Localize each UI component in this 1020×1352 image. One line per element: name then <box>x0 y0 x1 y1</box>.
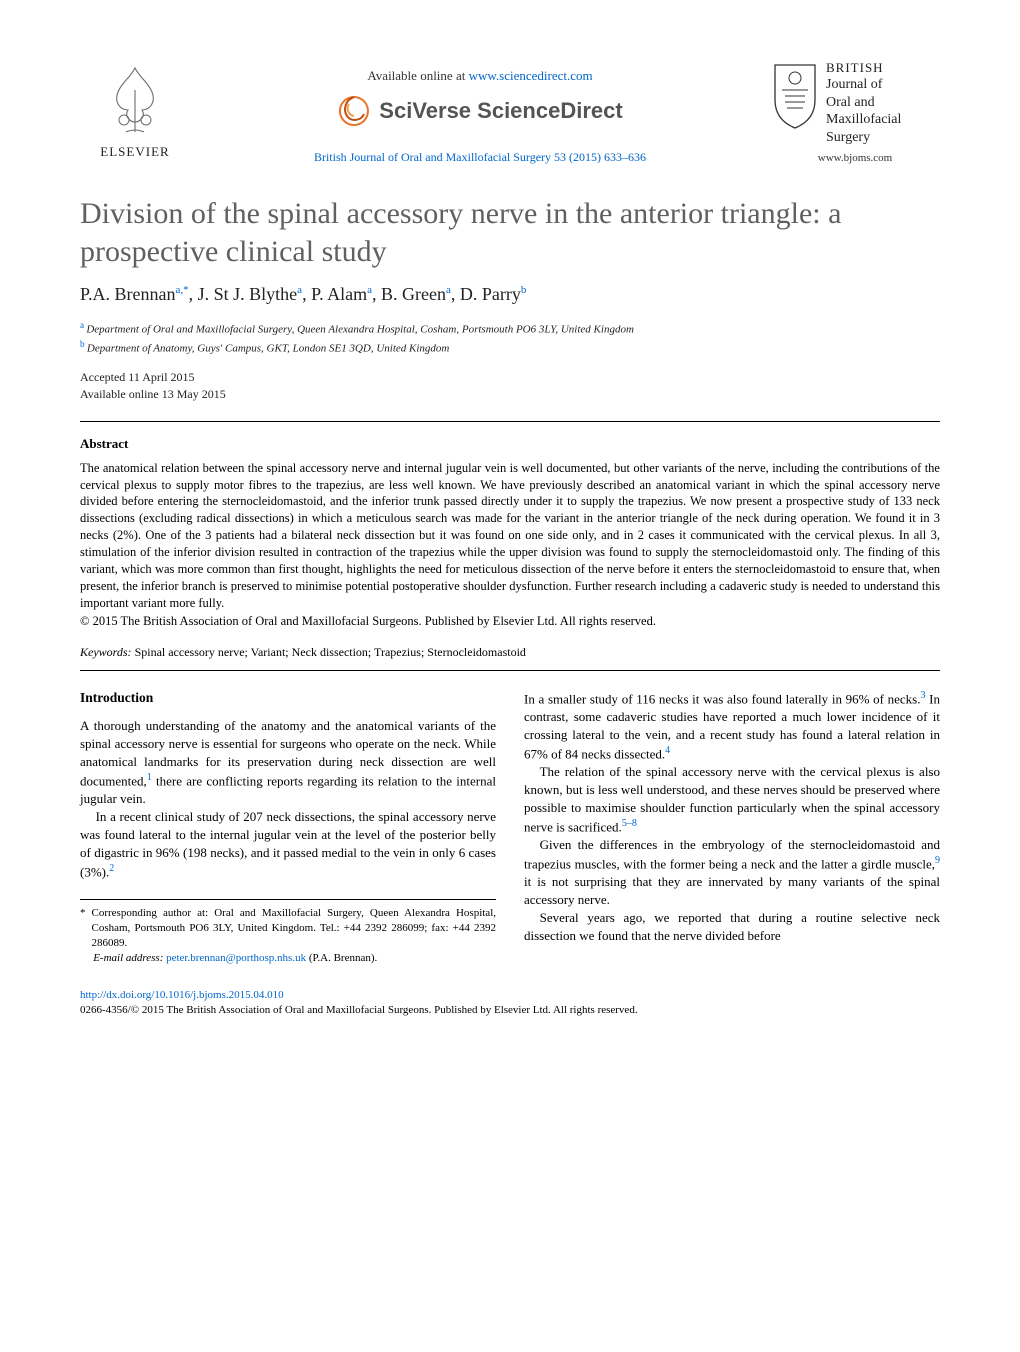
bjoms-line4: Maxillofacial <box>826 111 901 129</box>
journal-reference-link[interactable]: British Journal of Oral and Maxillofacia… <box>314 150 646 165</box>
p5-text: Given the differences in the embryology … <box>524 837 940 871</box>
intro-p3: In a smaller study of 116 necks it was a… <box>524 689 940 763</box>
available-online-line: Available online at www.sciencedirect.co… <box>367 68 592 84</box>
issn-copyright-line: 0266-4356/© 2015 The British Association… <box>80 1003 940 1018</box>
intro-p1: A thorough understanding of the anatomy … <box>80 717 496 808</box>
keywords-label: Keywords: <box>80 645 132 659</box>
ref-2[interactable]: 2 <box>109 863 114 874</box>
footnote-email-attr: (P.A. Brennan). <box>306 952 377 964</box>
available-online-date: Available online 13 May 2015 <box>80 386 940 403</box>
author-name: B. Green <box>381 284 446 304</box>
journal-logo-block: BRITISH Journal of Oral and Maxillofacia… <box>770 60 940 164</box>
header-center: Available online at www.sciencedirect.co… <box>190 60 770 165</box>
author-name: P. Alam <box>311 284 367 304</box>
author-affiliation-sup: a,* <box>176 284 189 296</box>
footnote-corresponding-text: Corresponding author at: Oral and Maxill… <box>92 906 497 951</box>
corresponding-author-footnote: * Corresponding author at: Oral and Maxi… <box>80 899 496 965</box>
rule-above-abstract <box>80 421 940 422</box>
introduction-heading: Introduction <box>80 689 496 708</box>
elsevier-label: ELSEVIER <box>100 144 169 160</box>
intro-p6: Several years ago, we reported that duri… <box>524 909 940 945</box>
keywords-line: Keywords: Spinal accessory nerve; Varian… <box>80 645 940 660</box>
sciverse-brand: SciVerse ScienceDirect <box>337 94 622 128</box>
publisher-logo-block: ELSEVIER <box>80 60 190 160</box>
footnote-email-line: E-mail address: peter.brennan@porthosp.n… <box>80 951 496 966</box>
affiliation-line: a Department of Oral and Maxillofacial S… <box>80 319 940 338</box>
footnote-star: * Corresponding author at: Oral and Maxi… <box>80 906 496 951</box>
accepted-date: Accepted 11 April 2015 <box>80 369 940 386</box>
author-affiliation-sup: b <box>521 284 527 296</box>
bjoms-line5: Surgery <box>826 129 901 147</box>
intro-p2: In a recent clinical study of 207 neck d… <box>80 808 496 881</box>
author-affiliation-sup: a <box>367 284 372 296</box>
keywords-text: Spinal accessory nerve; Variant; Neck di… <box>135 645 526 659</box>
sciverse-label: SciVerse ScienceDirect <box>379 98 622 124</box>
article-dates: Accepted 11 April 2015 Available online … <box>80 369 940 403</box>
intro-p4: The relation of the spinal accessory ner… <box>524 763 940 836</box>
p5-tail: it is not surprising that they are inner… <box>524 874 940 907</box>
elsevier-tree-icon <box>100 60 170 140</box>
abstract-text: The anatomical relation between the spin… <box>80 460 940 612</box>
affiliation-line: b Department of Anatomy, Guys' Campus, G… <box>80 338 940 357</box>
affiliations: a Department of Oral and Maxillofacial S… <box>80 319 940 357</box>
article-body: Introduction A thorough understanding of… <box>80 689 940 966</box>
p4-text: The relation of the spinal accessory ner… <box>524 764 940 834</box>
corresponding-email-link[interactable]: peter.brennan@porthosp.nhs.uk <box>166 952 306 964</box>
author-name: D. Parry <box>460 284 521 304</box>
author-name: J. St J. Blythe <box>198 284 298 304</box>
author-affiliation-sup: a <box>297 284 302 296</box>
affiliation-sup: b <box>80 339 87 349</box>
journal-header: ELSEVIER Available online at www.science… <box>80 60 940 165</box>
footnote-email-label: E-mail address: <box>93 952 163 964</box>
p3-text: In a smaller study of 116 necks it was a… <box>524 691 920 706</box>
bjoms-line2: Journal of <box>826 76 901 94</box>
p2-text: In a recent clinical study of 207 neck d… <box>80 809 496 879</box>
affiliation-text: Department of Anatomy, Guys' Campus, GKT… <box>87 343 450 355</box>
bjoms-shield-icon <box>770 60 820 130</box>
ref-5-8[interactable]: 5–8 <box>622 818 637 829</box>
bjoms-line3: Oral and <box>826 94 901 112</box>
abstract-block: Abstract The anatomical relation between… <box>80 436 940 629</box>
sciverse-swirl-icon <box>337 94 371 128</box>
available-online-prefix: Available online at <box>367 68 468 83</box>
bjoms-journal-title: BRITISH Journal of Oral and Maxillofacia… <box>826 60 901 146</box>
sciencedirect-link[interactable]: www.sciencedirect.com <box>469 68 593 83</box>
footnote-star-symbol: * <box>80 906 86 951</box>
article-title: Division of the spinal accessory nerve i… <box>80 195 940 270</box>
intro-p5: Given the differences in the embryology … <box>524 836 940 909</box>
affiliation-text: Department of Oral and Maxillofacial Sur… <box>86 324 634 336</box>
page-footer: http://dx.doi.org/10.1016/j.bjoms.2015.0… <box>80 988 940 1019</box>
author-name: P.A. Brennan <box>80 284 176 304</box>
bjoms-url: www.bjoms.com <box>818 152 892 164</box>
abstract-copyright: © 2015 The British Association of Oral a… <box>80 614 940 629</box>
doi-link[interactable]: http://dx.doi.org/10.1016/j.bjoms.2015.0… <box>80 989 284 1001</box>
authors-line: P.A. Brennana,*, J. St J. Blythea, P. Al… <box>80 284 940 305</box>
ref-4[interactable]: 4 <box>665 745 670 756</box>
rule-below-keywords <box>80 670 940 671</box>
bjoms-line1: BRITISH <box>826 60 901 76</box>
abstract-heading: Abstract <box>80 436 940 452</box>
author-affiliation-sup: a <box>446 284 451 296</box>
ref-9[interactable]: 9 <box>935 855 940 866</box>
